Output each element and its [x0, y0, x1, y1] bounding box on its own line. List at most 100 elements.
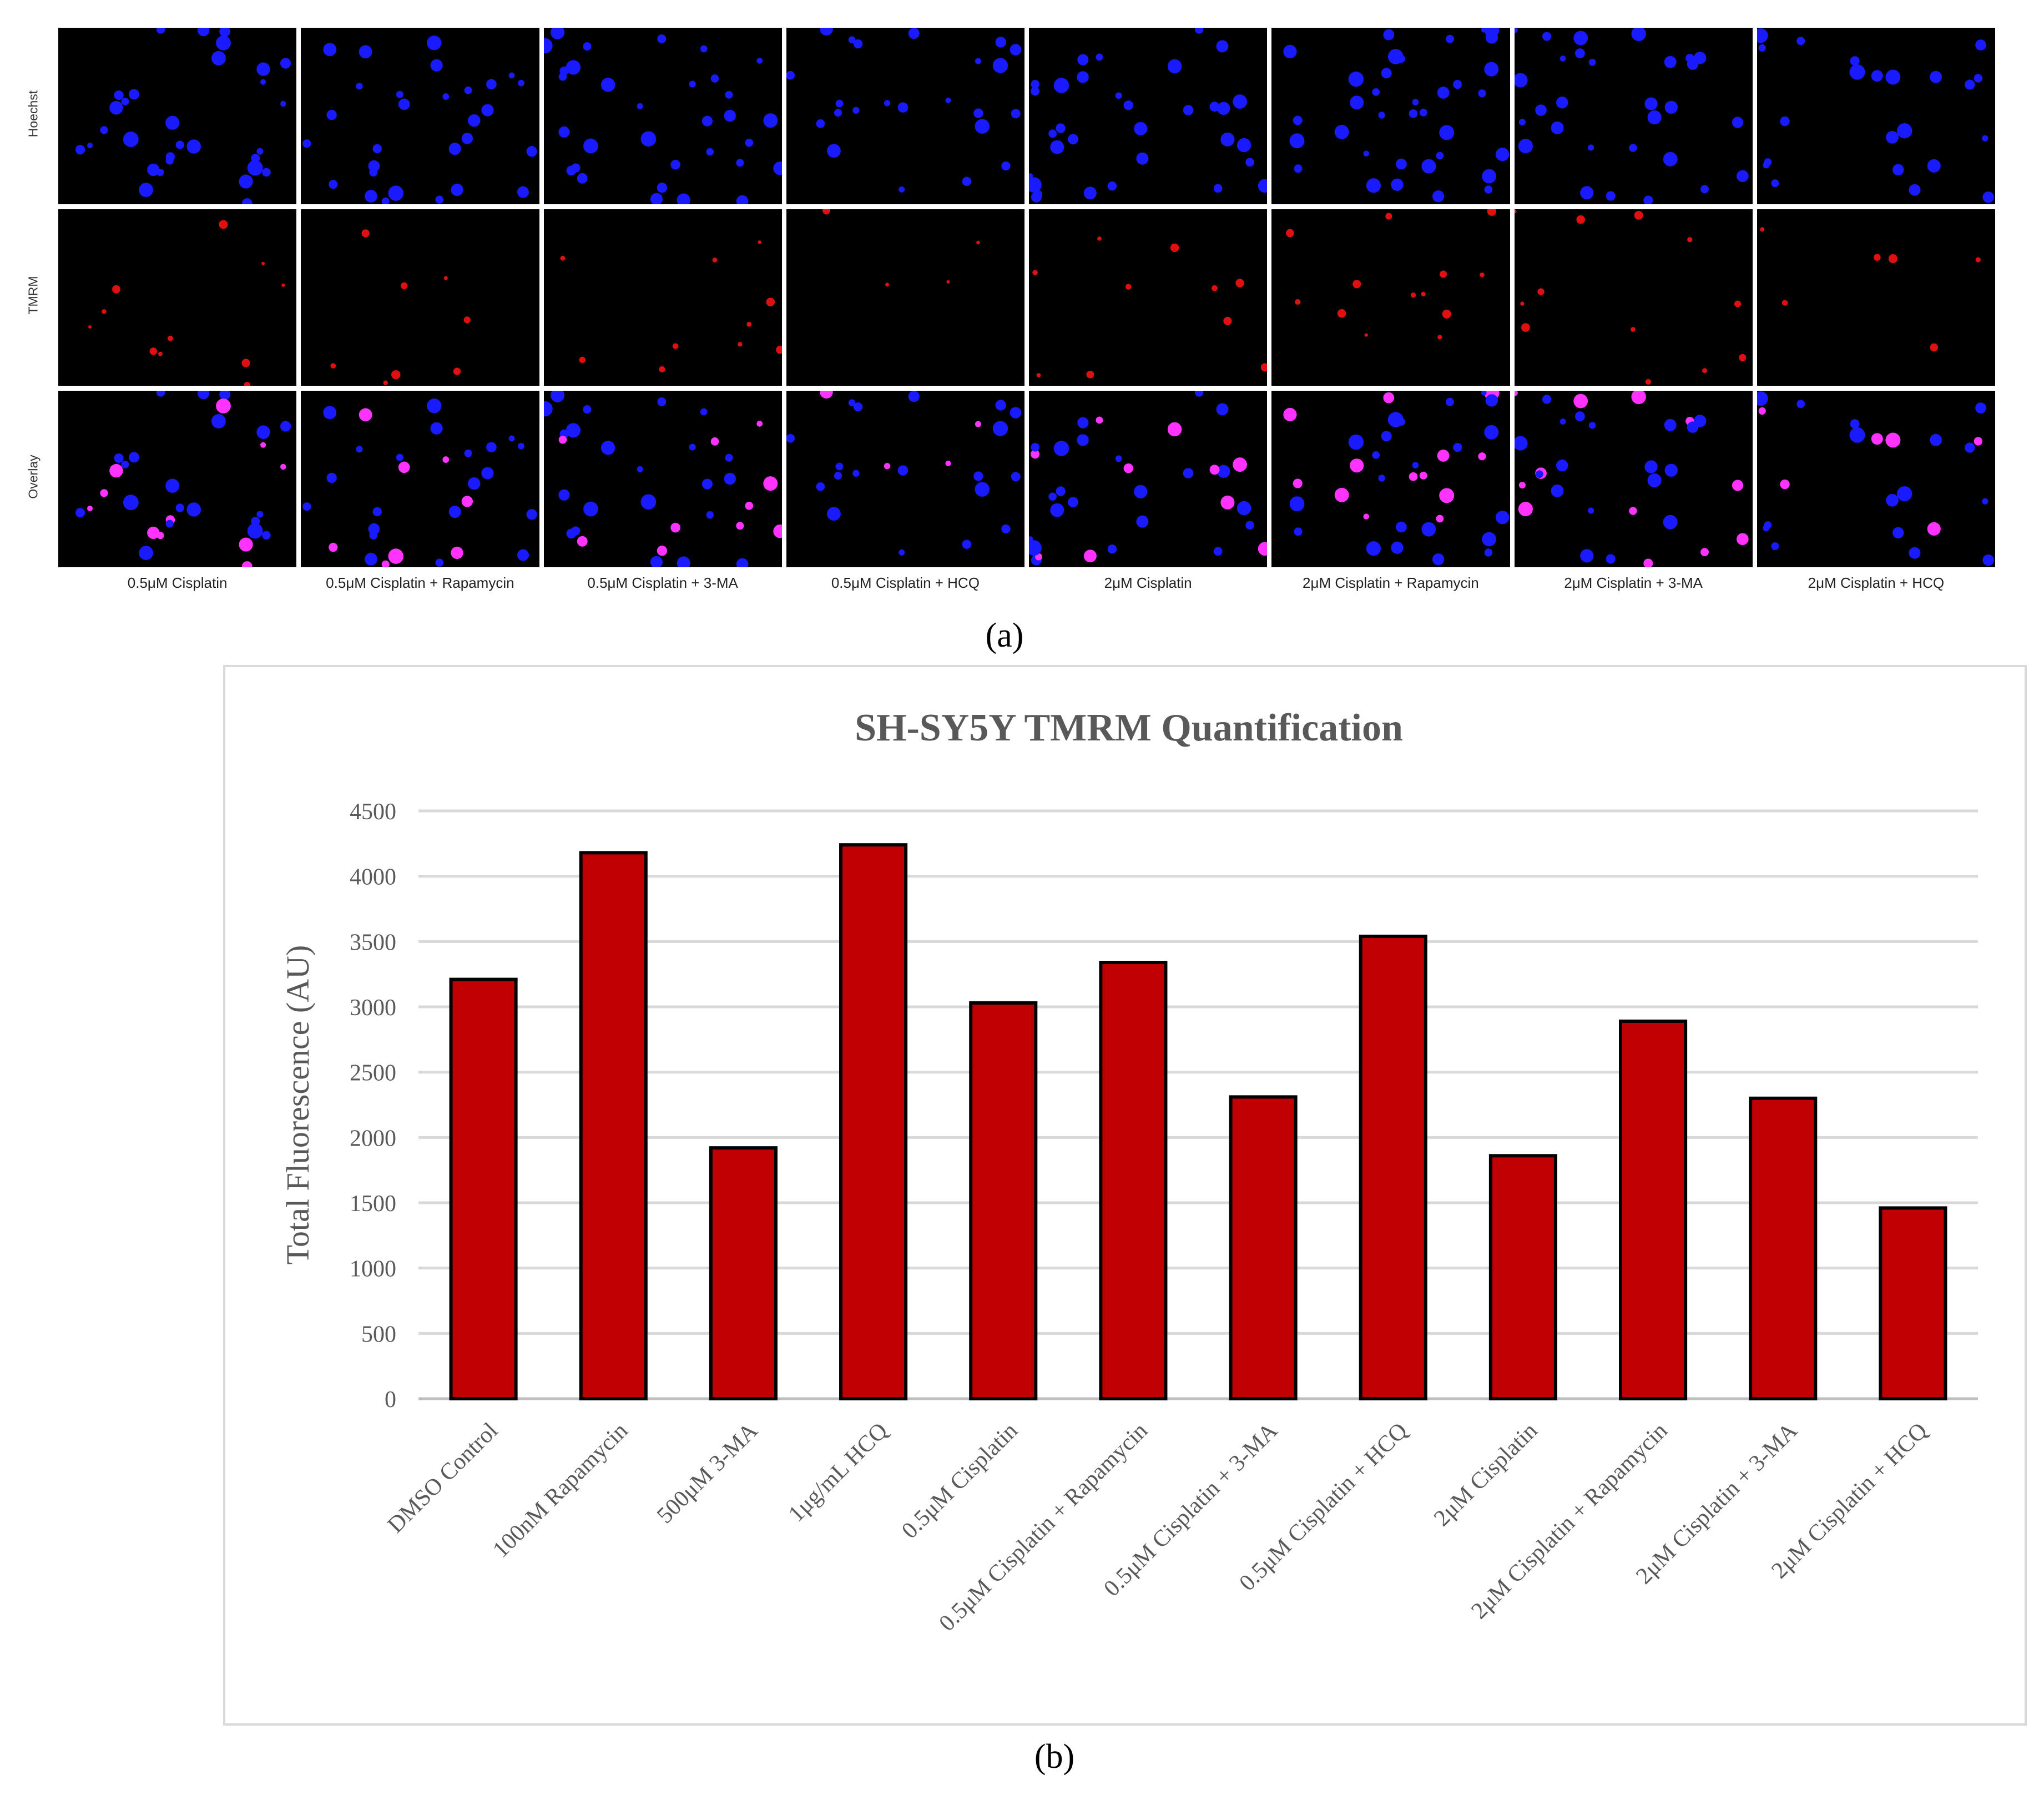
panel-a-label: (a) — [985, 617, 1024, 654]
cell-blob — [1551, 121, 1564, 134]
cell-blob — [175, 140, 184, 149]
cell-blob — [1378, 475, 1386, 482]
cell-blob — [1574, 48, 1585, 58]
cell-blob — [1123, 463, 1133, 473]
cell-blob — [736, 195, 748, 204]
microscopy-panel: Hoechst TMRM Overlay 0.5μM Cisplatin 0.5μM … — [0, 0, 2044, 666]
cell-blob — [1421, 522, 1436, 537]
cell-blob — [114, 453, 124, 463]
cell-blob — [1083, 549, 1097, 563]
cell-blob — [583, 138, 598, 154]
cell-blob — [323, 43, 337, 57]
column-label: 2μM Cisplatin + HCQ — [1808, 574, 1945, 591]
cell-blob — [486, 442, 497, 453]
cell-blob — [256, 62, 270, 76]
cell-blob — [1535, 470, 1543, 478]
cell-blob — [1628, 144, 1637, 152]
cell-blob — [1437, 449, 1450, 462]
cell-blob — [1439, 488, 1455, 503]
cell-blob — [219, 391, 231, 400]
cell-blob — [1209, 465, 1220, 475]
cell-blob — [1432, 553, 1445, 566]
cell-blob — [1123, 100, 1133, 110]
cell-blob — [1485, 394, 1498, 407]
cell-blob — [463, 316, 471, 324]
cell-blob — [388, 185, 404, 201]
cell-blob — [1929, 70, 1942, 83]
cell-blob — [1588, 421, 1596, 429]
cell-blob — [121, 460, 129, 468]
cell-blob — [1235, 279, 1244, 288]
cell-blob — [689, 443, 696, 451]
cell-blob — [1216, 40, 1229, 53]
cell-blob — [657, 34, 666, 43]
cell-blob — [1183, 468, 1194, 478]
cell-blob — [1421, 159, 1436, 174]
micrograph-hoechst-7 — [1514, 28, 1753, 204]
cell-blob — [1780, 479, 1790, 490]
cell-blob — [448, 142, 462, 155]
cell-blob — [1077, 54, 1089, 65]
cell-blob — [1520, 301, 1525, 306]
cell-blob — [724, 472, 736, 485]
cell-blob — [1126, 284, 1132, 290]
cell-blob — [1888, 254, 1897, 264]
cell-blob — [1579, 549, 1593, 563]
cell-blob — [566, 423, 581, 438]
cell-blob — [973, 471, 983, 481]
cell-blob — [1194, 28, 1204, 34]
cell-blob — [1053, 78, 1069, 93]
cell-blob — [1115, 92, 1122, 99]
cell-blob — [1237, 501, 1251, 516]
cell-blob — [1245, 521, 1255, 530]
column-label: 0.5μM Cisplatin + HCQ — [831, 574, 980, 591]
cell-blob — [1217, 465, 1230, 478]
cell-blob — [1759, 227, 1764, 232]
cell-blob — [1587, 507, 1594, 514]
column-label: 2μM Cisplatin + Rapamycin — [1303, 574, 1479, 591]
cell-blob — [241, 359, 250, 367]
cell-blob — [486, 79, 497, 90]
cell-blob — [139, 546, 153, 560]
cell-blob — [165, 157, 174, 165]
cell-blob — [1134, 485, 1148, 498]
cell-blob — [1260, 363, 1268, 372]
cell-blob — [1334, 124, 1349, 139]
bar — [1749, 1096, 1818, 1400]
cell-blob — [1136, 152, 1149, 165]
cell-blob — [1031, 450, 1040, 459]
cell-blob — [365, 552, 378, 566]
bar — [1619, 1019, 1688, 1400]
cell-blob — [992, 58, 1008, 73]
cell-blob — [650, 193, 663, 204]
cell-blob — [1514, 436, 1528, 451]
cell-blob — [672, 343, 678, 349]
cell-blob — [992, 421, 1008, 436]
cell-blob — [241, 561, 253, 567]
cell-blob — [1068, 497, 1078, 508]
cell-blob — [1348, 434, 1364, 450]
y-tick-label: 3500 — [350, 930, 396, 955]
cell-blob — [1975, 39, 1986, 51]
cell-blob — [1212, 285, 1218, 291]
cell-blob — [1048, 492, 1057, 501]
cell-blob — [149, 347, 157, 355]
cell-blob — [1213, 547, 1223, 556]
cell-blob — [1850, 56, 1860, 66]
cell-blob — [1850, 419, 1860, 429]
cell-blob — [1237, 138, 1251, 153]
cell-blob — [453, 367, 461, 375]
cell-blob — [1484, 548, 1493, 557]
micrograph-hoechst-8 — [1757, 28, 1995, 204]
cell-blob — [186, 502, 201, 517]
bar — [1359, 934, 1427, 1401]
cell-blob — [700, 408, 708, 416]
cell-blob — [1556, 96, 1568, 109]
cell-blob — [1334, 487, 1349, 502]
cell-blob — [1420, 471, 1428, 480]
x-tick-label: 2μM Cisplatin — [1429, 1418, 1542, 1531]
cell-blob — [1573, 31, 1588, 46]
micrograph-hoechst-4 — [786, 28, 1024, 204]
x-tick-label: 1μg/mL HCQ — [784, 1418, 893, 1527]
cell-blob — [852, 107, 860, 114]
